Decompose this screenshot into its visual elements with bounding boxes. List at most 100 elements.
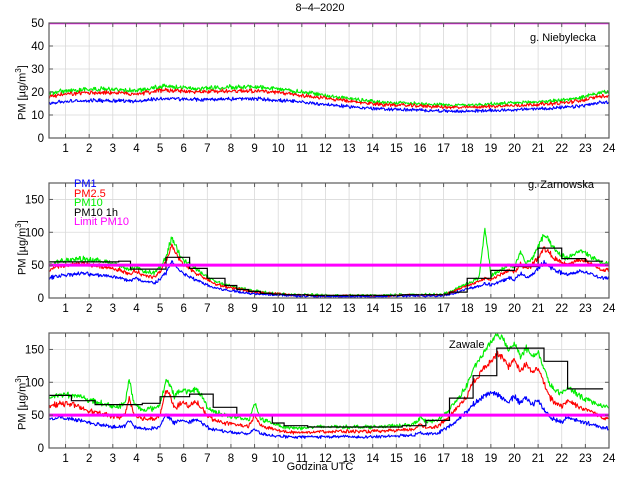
x-tick-label: 15 [390, 303, 403, 315]
x-tick-label: 14 [366, 303, 379, 315]
figure-title: 8–4–2020 [295, 2, 345, 14]
x-tick-label: 13 [343, 453, 356, 465]
x-tick-label: 15 [390, 453, 403, 465]
x-tick-label: 18 [461, 303, 474, 315]
x-tick-label: 22 [555, 303, 568, 315]
y-tick-label: 50 [31, 18, 44, 30]
x-tick-label: 17 [437, 303, 450, 315]
y-tick-label: 30 [31, 64, 44, 76]
x-tick-label: 23 [579, 143, 592, 155]
legend: PM1 PM2.5 PM10 PM10 1h Limit PM10 [74, 178, 130, 228]
x-tick-label: 11 [296, 143, 308, 155]
x-axis-label: Godzina UTC [286, 461, 354, 473]
x-tick-label: 8 [228, 453, 234, 465]
x-tick-label: 18 [461, 453, 474, 465]
x-tick-label: 23 [579, 303, 592, 315]
panel-zarnowska: PM [µg/m3] 0 50 100 150 1 2 3 4 5 6 7 8 9 10 11 12 13 14 1… [0, 155, 640, 315]
x-tick-label: 20 [508, 143, 521, 155]
x-tick-label: 16 [414, 143, 427, 155]
x-tick-label: 22 [555, 143, 568, 155]
legend-item-pm1: PM1 [74, 178, 97, 190]
x-tick-label: 23 [579, 453, 592, 465]
x-tick-label: 1 [62, 143, 68, 155]
x-tick-label: 24 [603, 303, 616, 315]
y-tick-label: 0 [38, 443, 44, 455]
legend-item-pm25: PM2.5 [74, 187, 106, 200]
panel-niebylecka: PM [µg/m3] 0 10 20 30 40 50 1 2 3 4 5 6 7 8 9 10 11 12 13 1… [0, 0, 640, 160]
panel-zawale: PM [µg/m3] 0 50 100 150 1 2 3 4 5 6 7 8 9 10 11 12 13 14 1… [0, 305, 640, 470]
x-tick-label: 10 [272, 143, 285, 155]
x-tick-label: 9 [251, 453, 257, 465]
x-tick-label: 4 [133, 453, 140, 465]
x-tick-label: 13 [343, 303, 356, 315]
x-tick-label: 2 [86, 453, 92, 465]
x-tick-label: 3 [110, 453, 116, 465]
x-tick-label: 9 [251, 303, 257, 315]
x-tick-label: 12 [319, 453, 332, 465]
x-tick-label: 3 [110, 303, 116, 315]
x-tick-label: 2 [86, 303, 92, 315]
x-tick-label: 24 [603, 143, 616, 155]
x-tick-label: 3 [110, 143, 116, 155]
y-tick-label: 150 [25, 344, 44, 356]
legend-item-pm10-1h: PM10 1h [74, 206, 119, 219]
x-tick-label: 12 [319, 303, 332, 315]
x-tick-label: 6 [180, 303, 186, 315]
x-tick-label: 19 [484, 453, 497, 465]
legend-item-pm10: PM10 [74, 197, 103, 209]
x-tick-label: 5 [157, 303, 163, 315]
x-tick-label: 1 [62, 453, 68, 465]
x-tick-label: 8 [228, 143, 234, 155]
x-tick-label: 10 [272, 453, 285, 465]
panel-2-ylabel: PM [µg/m3] [14, 220, 29, 275]
y-tick-label: 100 [25, 377, 44, 389]
x-tick-label: 6 [180, 143, 186, 155]
x-tick-label: 11 [296, 303, 308, 315]
x-tick-label: 11 [296, 453, 308, 465]
x-tick-label: 22 [555, 453, 568, 465]
x-tick-label: 6 [180, 453, 186, 465]
x-tick-label: 14 [366, 453, 379, 465]
x-tick-label: 1 [62, 303, 68, 315]
x-tick-label: 10 [272, 303, 285, 315]
legend-item-limit-pm10: Limit PM10 [74, 216, 130, 228]
x-tick-label: 12 [319, 143, 332, 155]
x-tick-label: 7 [204, 143, 210, 155]
x-tick-label: 7 [204, 303, 210, 315]
x-tick-label: 5 [157, 143, 163, 155]
x-tick-label: 21 [532, 453, 545, 465]
y-tick-label: 0 [38, 293, 44, 305]
x-tick-label: 4 [133, 303, 140, 315]
x-tick-label: 15 [390, 143, 403, 155]
x-tick-label: 13 [343, 143, 356, 155]
panel-2-site-label: g. Zarnowska [528, 179, 595, 191]
y-tick-label: 50 [31, 260, 44, 272]
y-tick-label: 20 [31, 87, 44, 99]
x-tick-label: 21 [532, 143, 545, 155]
x-tick-label: 9 [251, 143, 257, 155]
x-tick-label: 16 [414, 303, 427, 315]
x-tick-label: 14 [366, 143, 379, 155]
y-tick-label: 100 [25, 227, 44, 239]
panel-1-site-label: g. Niebylecka [530, 32, 597, 44]
y-tick-label: 10 [31, 110, 44, 122]
panel-3-ylabel: PM [µg/m3] [14, 375, 29, 430]
y-tick-label: 50 [31, 410, 44, 422]
x-tick-label: 5 [157, 453, 163, 465]
y-tick-label: 150 [25, 194, 44, 206]
x-tick-label: 21 [532, 303, 545, 315]
x-tick-label: 24 [603, 453, 616, 465]
x-tick-label: 19 [484, 303, 497, 315]
x-tick-label: 20 [508, 303, 521, 315]
x-tick-label: 18 [461, 143, 474, 155]
x-tick-label: 20 [508, 453, 521, 465]
panel-1-ylabel: PM [µg/m3] [14, 65, 29, 120]
x-tick-label: 7 [204, 453, 210, 465]
x-tick-label: 2 [86, 143, 92, 155]
x-tick-label: 4 [133, 143, 140, 155]
x-tick-label: 8 [228, 303, 234, 315]
